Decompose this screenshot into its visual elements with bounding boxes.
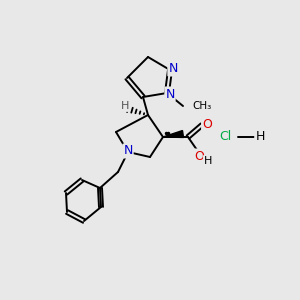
Text: N: N <box>168 62 178 76</box>
Text: O: O <box>194 149 204 163</box>
Polygon shape <box>163 130 184 137</box>
Text: H: H <box>255 130 265 143</box>
Text: H: H <box>121 101 129 111</box>
Text: N: N <box>123 145 133 158</box>
Text: H: H <box>204 156 212 166</box>
Text: N: N <box>165 88 175 100</box>
Text: Cl: Cl <box>219 130 231 143</box>
Text: O: O <box>202 118 212 130</box>
Text: CH₃: CH₃ <box>192 101 211 111</box>
